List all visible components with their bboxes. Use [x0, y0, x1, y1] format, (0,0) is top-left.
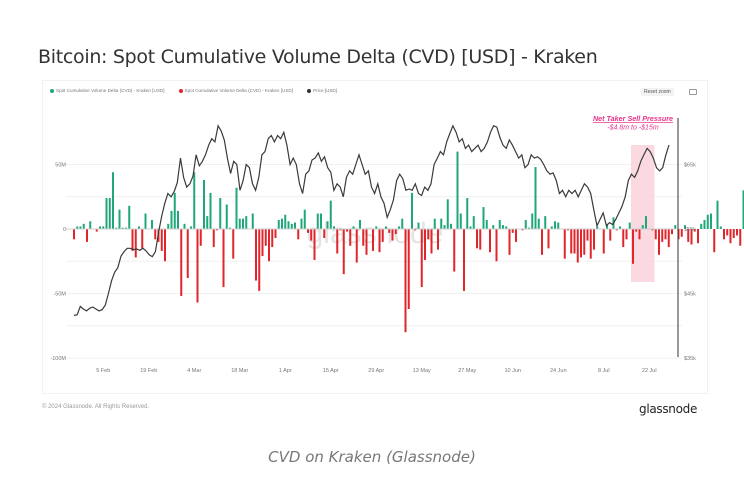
legend-item-cvd-positive[interactable]: Spot Cumulative Volume Delta (CVD) - Kra…: [50, 88, 165, 93]
brand-logo: glassnode: [639, 402, 698, 416]
legend: Spot Cumulative Volume Delta (CVD) - Kra…: [50, 88, 337, 93]
legend-label: Price [USD]: [313, 88, 338, 93]
bar-negative: [723, 229, 725, 240]
copyright: © 2024 Glassnode. All Rights Reserved.: [42, 404, 150, 410]
legend-item-cvd-negative[interactable]: Spot Cumulative Volume Delta (CVD) - Kra…: [178, 88, 294, 93]
bar-negative: [729, 229, 732, 244]
legend-dot-black: [307, 88, 312, 93]
bar-negative: [713, 229, 716, 253]
bar-positive: [719, 226, 722, 229]
legend-label: Spot Cumulative Volume Delta (CVD) - Kra…: [56, 88, 165, 93]
bar-positive: [710, 213, 712, 229]
bar-positive: [716, 200, 719, 229]
legend-dot-green: [50, 88, 54, 93]
bar-negative: [736, 229, 738, 236]
camera-icon[interactable]: [689, 89, 697, 95]
chart-frame: [42, 80, 708, 394]
chart-title: Bitcoin: Spot Cumulative Volume Delta (C…: [38, 46, 598, 68]
bar-negative: [739, 229, 742, 246]
legend-dot-red: [178, 88, 183, 93]
legend-label: Spot Cumulative Volume Delta (CVD) - Kra…: [184, 88, 294, 93]
caption: CVD on Kraken (Glassnode): [268, 448, 476, 466]
reset-zoom-button[interactable]: Reset zoom: [641, 88, 674, 96]
bar-negative: [726, 229, 729, 236]
legend-item-price[interactable]: Price [USD]: [307, 88, 337, 93]
bar-negative: [732, 229, 735, 239]
